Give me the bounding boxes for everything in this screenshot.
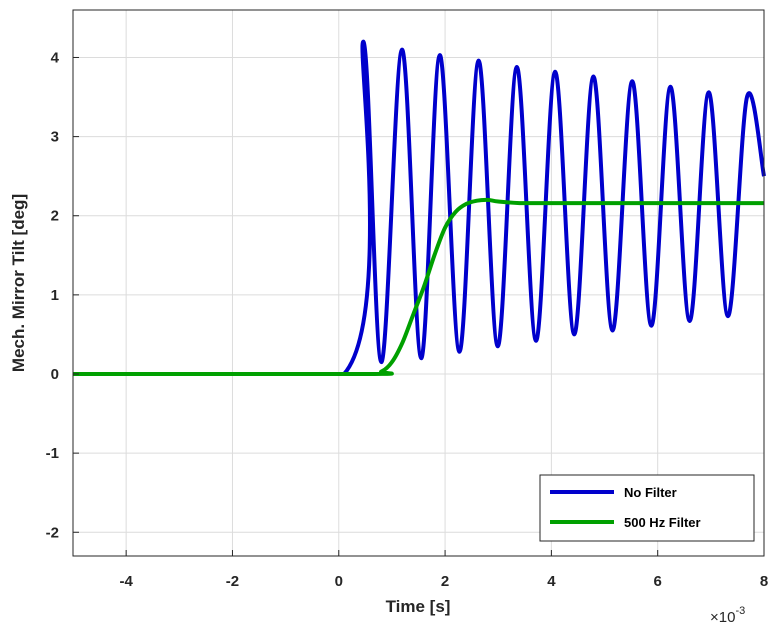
legend-label-no-filter: No Filter xyxy=(624,485,677,500)
x-tick-label: 8 xyxy=(760,573,768,590)
y-tick-label: 1 xyxy=(51,287,59,304)
x-tick-label: 0 xyxy=(335,573,343,590)
legend-box xyxy=(539,474,755,542)
y-tick-label: 2 xyxy=(51,208,59,225)
y-tick-label: -2 xyxy=(46,524,59,541)
series-line-500hz-filter xyxy=(72,197,764,377)
y-axis-label: Mech. Mirror Tilt [deg] xyxy=(9,194,28,372)
x-axis-label: Time [s] xyxy=(386,597,451,616)
plot-area xyxy=(73,10,764,556)
series-line-no-filter xyxy=(72,39,766,377)
legend: No Filter 500 Hz Filter xyxy=(539,474,755,542)
x-tick-label: 6 xyxy=(654,573,662,590)
y-tick-label: 3 xyxy=(51,129,59,146)
y-tick-label: -1 xyxy=(46,445,59,462)
x-tick-label: -2 xyxy=(226,573,239,590)
series-lines xyxy=(72,39,766,377)
y-tick-label: 0 xyxy=(51,366,59,383)
x-exponent-power: -3 xyxy=(735,605,745,617)
legend-label-500hz-filter: 500 Hz Filter xyxy=(624,515,701,530)
x-tick-label: 4 xyxy=(547,573,556,590)
x-exponent-base: ×10 xyxy=(710,609,735,626)
x-tick-label: -4 xyxy=(119,573,133,590)
y-tick-label: 4 xyxy=(51,49,60,66)
x-tick-label: 2 xyxy=(441,573,449,590)
axis-ticks: -4 -2 0 2 4 6 8 -2 -1 0 1 2 3 4 xyxy=(46,49,769,590)
plot-frame xyxy=(72,9,765,557)
x-exponent-label: ×10-3 xyxy=(710,605,745,626)
